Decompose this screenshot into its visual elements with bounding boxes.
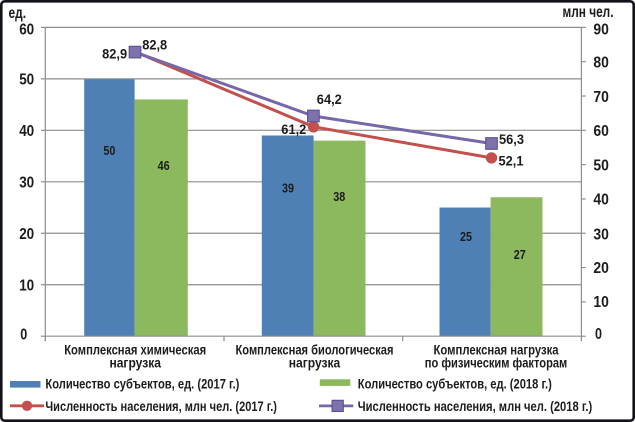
svg-text:20: 20	[19, 226, 34, 243]
svg-text:70: 70	[593, 89, 609, 106]
svg-text:25: 25	[460, 229, 472, 244]
svg-text:38: 38	[333, 189, 345, 204]
svg-text:30: 30	[19, 175, 34, 192]
svg-text:50: 50	[593, 157, 609, 174]
svg-text:40: 40	[19, 123, 34, 140]
svg-text:60: 60	[593, 123, 609, 140]
svg-text:64,2: 64,2	[317, 91, 342, 107]
svg-text:82,9: 82,9	[102, 45, 127, 61]
svg-text:20: 20	[593, 260, 609, 277]
svg-text:60: 60	[19, 22, 34, 39]
svg-text:Комплексная химическая: Комплексная химическая	[64, 342, 206, 357]
svg-text:52,1: 52,1	[499, 152, 524, 168]
svg-text:10: 10	[19, 277, 34, 294]
svg-text:46: 46	[158, 158, 170, 173]
svg-text:90: 90	[593, 22, 609, 39]
svg-text:ед.: ед.	[9, 5, 27, 22]
svg-text:0: 0	[595, 326, 602, 343]
svg-text:61,2: 61,2	[281, 121, 306, 137]
svg-text:27: 27	[514, 247, 526, 262]
svg-text:нагрузка: нагрузка	[109, 355, 161, 370]
svg-text:0: 0	[20, 326, 27, 343]
svg-text:по физическим факторам: по физическим факторам	[425, 355, 568, 370]
svg-text:82,8: 82,8	[142, 36, 167, 52]
svg-text:Комплексная биологическая: Комплексная биологическая	[236, 342, 394, 357]
svg-text:нагрузка: нагрузка	[289, 355, 341, 370]
svg-text:млн чел.: млн чел.	[563, 4, 614, 21]
svg-text:50: 50	[19, 72, 34, 89]
svg-text:39: 39	[282, 181, 294, 196]
svg-text:Количество субъектов, ед. (201: Количество субъектов, ед. (2018 г.)	[358, 377, 552, 392]
svg-text:Численность населения, млн чел: Численность населения, млн чел. (2017 г.…	[45, 399, 277, 414]
svg-text:Комплексная нагрузка: Комплексная нагрузка	[434, 342, 559, 357]
svg-text:30: 30	[593, 226, 609, 243]
svg-text:Численность населения, млн чел: Численность населения, млн чел. (2018 г.…	[358, 399, 592, 414]
svg-text:80: 80	[593, 55, 609, 72]
svg-text:10: 10	[593, 294, 609, 311]
svg-text:56,3: 56,3	[499, 131, 524, 147]
svg-text:50: 50	[103, 143, 115, 158]
svg-text:40: 40	[593, 192, 609, 209]
svg-text:Количество субъектов, ед. (201: Количество субъектов, ед. (2017 г.)	[45, 377, 239, 392]
